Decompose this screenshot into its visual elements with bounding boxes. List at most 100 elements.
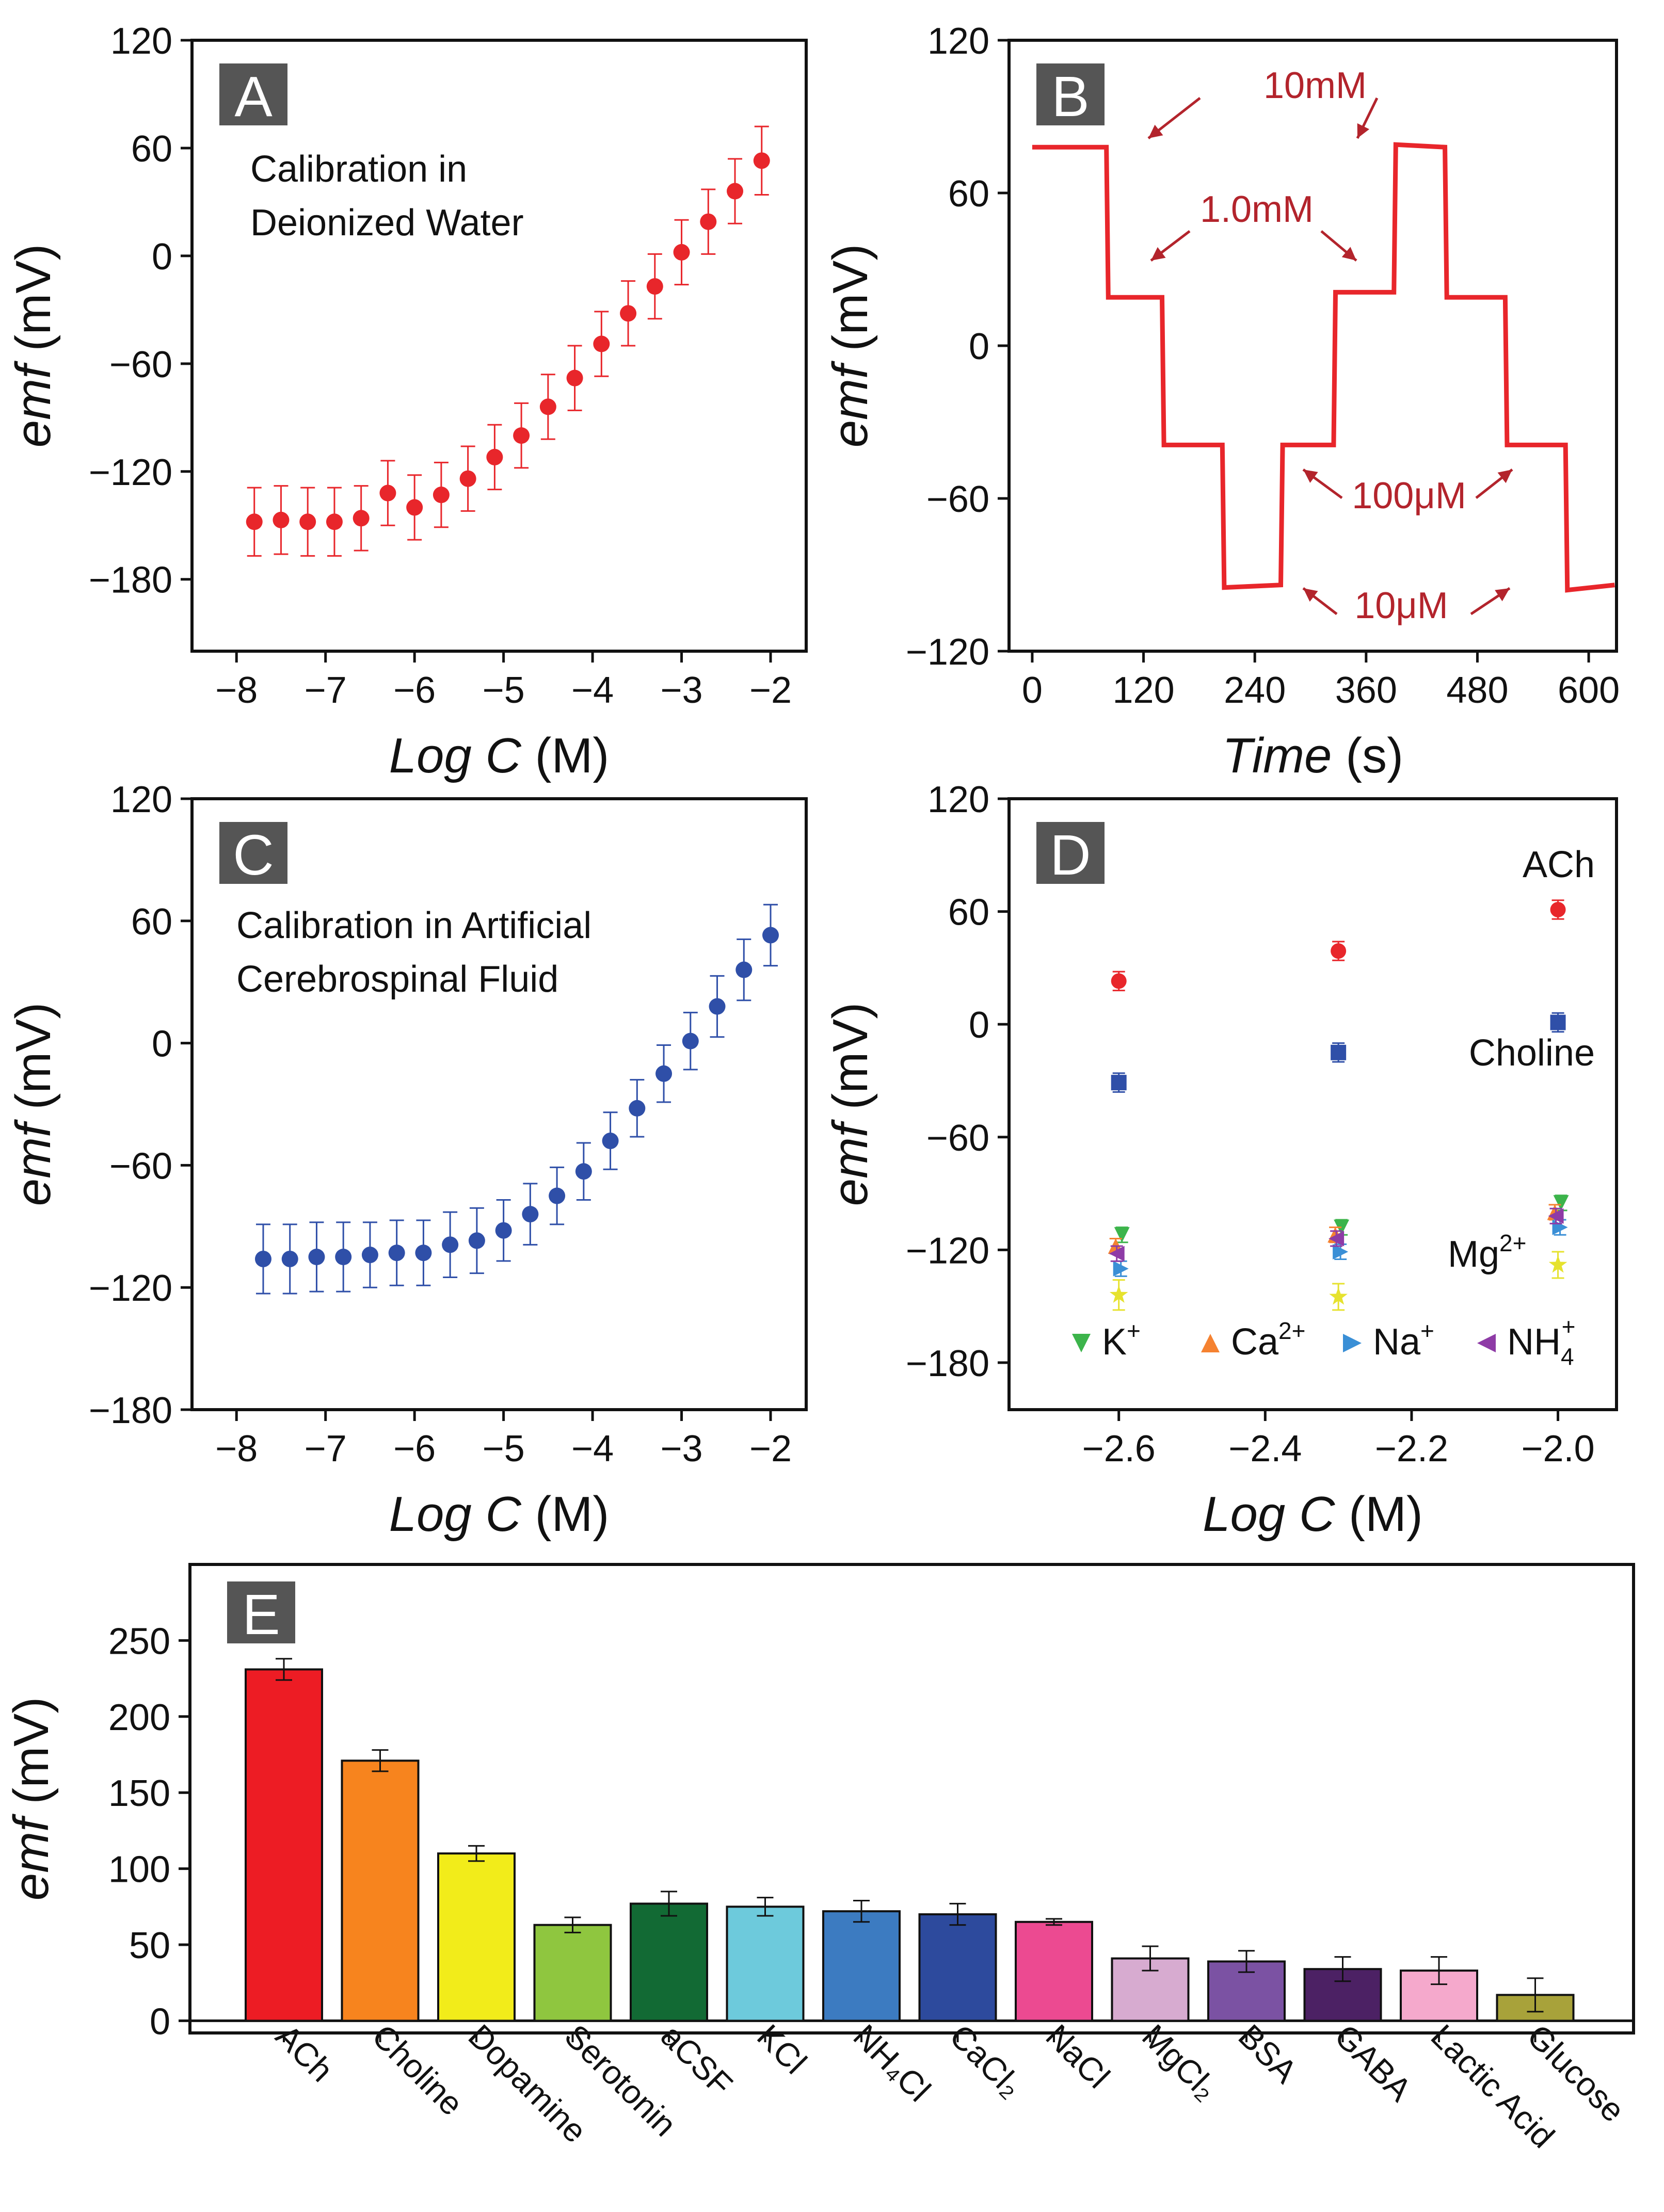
x-tick-label: −3 — [661, 670, 703, 711]
annotation-arrowhead — [1495, 588, 1510, 602]
data-point — [1329, 1231, 1345, 1247]
legend-label: K+ — [1102, 1317, 1141, 1363]
plot-frame — [1007, 797, 1618, 1411]
y-axis-label: emf (mV) — [823, 1003, 878, 1206]
y-tick-label: 120 — [927, 21, 989, 62]
y-tick-label: −180 — [89, 1390, 172, 1431]
data-point — [575, 1163, 592, 1180]
data-point — [415, 1245, 432, 1262]
y-tick-label: 0 — [150, 2001, 170, 2042]
y-axis-label-unit: (mV) — [4, 1697, 59, 1818]
x-tick-label: 480 — [1446, 670, 1508, 711]
y-tick-label: −60 — [926, 479, 989, 520]
y-tick-label: −60 — [109, 344, 172, 385]
x-category-label: BSA — [1231, 2017, 1305, 2090]
data-point — [1548, 1208, 1564, 1224]
data-point — [727, 183, 744, 200]
series-label-mg: Mg2+ — [1448, 1230, 1526, 1275]
y-axis-label: emf (mV) — [823, 244, 878, 448]
y-tick-label: 50 — [129, 1925, 170, 1966]
y-tick-label: −60 — [926, 1118, 989, 1159]
y-tick-label: −180 — [89, 560, 172, 601]
legend-marker — [1343, 1334, 1362, 1352]
x-axis-label-italic: Log C — [1203, 1487, 1335, 1542]
x-tick-label: 360 — [1335, 670, 1397, 711]
data-point — [602, 1133, 619, 1150]
y-axis-label: emf (mV) — [6, 244, 61, 448]
panel-label: B — [1051, 65, 1089, 128]
annotation-line: Deionized Water — [250, 202, 524, 244]
series-label-ach: ACh — [1523, 844, 1595, 885]
x-category-label: aCSF — [654, 2017, 740, 2103]
bar — [533, 1924, 612, 2022]
plot-frame — [188, 1563, 1635, 2035]
data-point — [299, 513, 316, 530]
bar — [1015, 1920, 1093, 2022]
data-point — [406, 499, 423, 516]
annotation-line: Calibration in Artificial — [236, 905, 591, 946]
data-point — [522, 1206, 539, 1223]
y-tick-label: 0 — [969, 326, 989, 367]
legend-label-sup: + — [1127, 1317, 1141, 1344]
data-point — [273, 511, 290, 528]
x-tick-label: −4 — [571, 1428, 614, 1470]
x-axis-label: Log C (M) — [1203, 1487, 1423, 1542]
y-tick-label: 200 — [108, 1697, 170, 1738]
bar — [726, 1906, 805, 2022]
panel-label: C — [233, 824, 274, 887]
y-tick-label: −120 — [89, 1268, 172, 1309]
data-point — [682, 1032, 699, 1050]
x-tick-label: −2.0 — [1521, 1428, 1594, 1470]
x-tick-label: −4 — [571, 670, 614, 711]
annotation-arrowhead — [1151, 247, 1166, 261]
data-point — [468, 1232, 485, 1249]
data-point — [1111, 973, 1127, 989]
x-tick-label: −2.6 — [1082, 1428, 1156, 1470]
panel-label-box — [227, 1581, 295, 1643]
bar — [341, 1759, 420, 2022]
x-tick-label: −2.2 — [1375, 1428, 1448, 1470]
bar — [245, 1668, 323, 2022]
y-axis-label-italic: emf — [823, 361, 878, 447]
data-point — [513, 427, 530, 444]
x-category-label: NH₄Cl — [846, 2017, 938, 2108]
y-tick-label: 120 — [110, 21, 172, 62]
x-tick-label: 0 — [1022, 670, 1043, 711]
panel-label-box — [219, 822, 287, 884]
data-point — [1331, 1044, 1347, 1060]
x-axis-label-italic: Log C — [389, 1487, 522, 1542]
annotation-arrowhead — [1303, 470, 1318, 483]
legend-label: Ca2+ — [1231, 1317, 1306, 1363]
y-axis-label-italic: emf — [6, 361, 61, 447]
y-tick-label: 60 — [131, 128, 172, 170]
panel-label-box — [219, 63, 287, 125]
data-point — [246, 513, 263, 530]
y-axis-label-unit: (mV) — [823, 1003, 878, 1124]
y-tick-label: −60 — [109, 1145, 172, 1187]
x-category-label: KCl — [750, 2017, 814, 2081]
x-tick-label: −2.4 — [1228, 1428, 1302, 1470]
y-tick-label: −120 — [906, 632, 989, 673]
panel-c: 120 60 0 −60 −120 −180 emf (mV) −8 −7 −6 −5 −4 −3 −2 L… — [6, 779, 808, 1542]
y-tick-label: 0 — [152, 236, 172, 278]
data-point — [353, 510, 370, 527]
data-point — [735, 961, 753, 978]
data-point — [629, 1100, 646, 1117]
x-tick-label: −2 — [749, 670, 792, 711]
x-tick-label: 120 — [1112, 670, 1174, 711]
x-tick-label: −6 — [393, 1428, 436, 1470]
emf-trace — [1032, 142, 1615, 593]
data-point — [1114, 1227, 1130, 1243]
annotation-line: Calibration in — [250, 149, 467, 190]
x-axis-label-unit: (s) — [1332, 728, 1403, 783]
panel-label: A — [234, 65, 273, 128]
y-axis-label-unit: (mV) — [6, 244, 61, 365]
series-label-choline: Choline — [1469, 1032, 1595, 1074]
annotation-arrowhead — [1357, 123, 1370, 138]
data-point — [379, 485, 396, 502]
data-point — [566, 369, 583, 386]
data-point — [433, 487, 450, 504]
legend-marker — [1072, 1334, 1091, 1352]
